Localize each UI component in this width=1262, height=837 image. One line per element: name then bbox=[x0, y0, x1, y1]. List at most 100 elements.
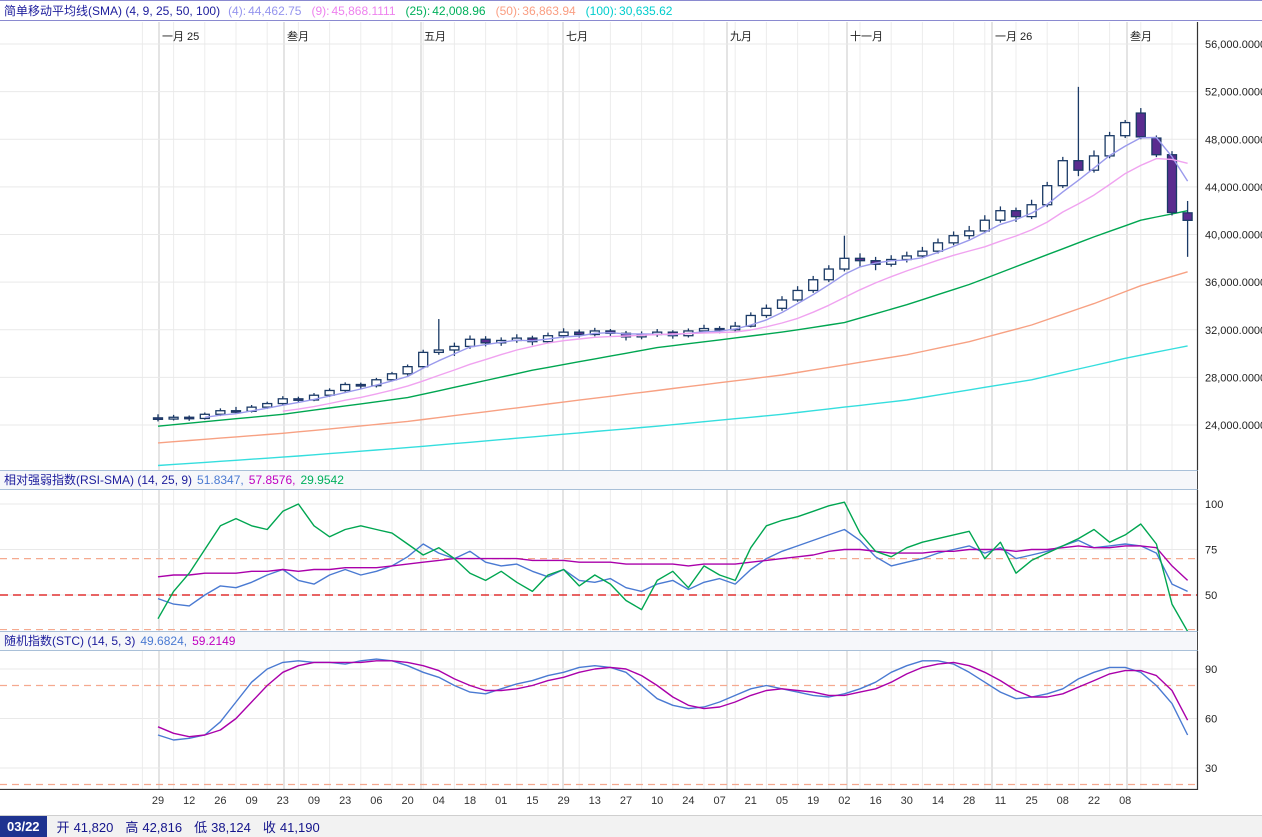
svg-text:13: 13 bbox=[589, 795, 601, 807]
rsi-title: 相对强弱指数(RSI-SMA) (14, 25, 9) bbox=[4, 473, 193, 487]
candle-body bbox=[917, 250, 928, 257]
candle-body bbox=[449, 345, 460, 351]
sma-4-line bbox=[204, 136, 1189, 418]
svg-text:叁月: 叁月 bbox=[287, 29, 309, 43]
svg-text:02: 02 bbox=[838, 795, 850, 807]
svg-text:24: 24 bbox=[682, 795, 694, 807]
svg-text:十一月: 十一月 bbox=[850, 29, 883, 43]
svg-text:21: 21 bbox=[745, 795, 757, 807]
sma4-readout: (4): 44,462.75 bbox=[228, 4, 302, 18]
status-bar: 03/22 开 41,820 高 42,816 低 38,124 收 41,190 bbox=[0, 815, 1262, 837]
candle-body bbox=[230, 410, 242, 413]
svg-text:七月: 七月 bbox=[566, 30, 588, 43]
svg-text:11: 11 bbox=[995, 795, 1006, 807]
svg-text:52,000.0000: 52,000.0000 bbox=[1205, 87, 1262, 99]
svg-text:44,000.0000: 44,000.0000 bbox=[1205, 182, 1262, 194]
y-axis-labels: 56,000.0000 52,000.0000 48,000.0000 44,000.… bbox=[1205, 39, 1262, 432]
svg-text:一月 26: 一月 26 bbox=[995, 31, 1032, 43]
svg-text:25: 25 bbox=[1025, 795, 1037, 807]
candle-body bbox=[854, 257, 866, 262]
svg-text:48,000.0000: 48,000.0000 bbox=[1205, 134, 1262, 146]
candle-body bbox=[168, 416, 179, 420]
candle-body bbox=[386, 373, 398, 381]
svg-text:100: 100 bbox=[1205, 499, 1223, 511]
svg-text:08: 08 bbox=[1119, 795, 1131, 807]
candle-body bbox=[1010, 210, 1022, 218]
candle-body bbox=[324, 389, 335, 396]
svg-text:09: 09 bbox=[308, 795, 320, 807]
candle-body bbox=[932, 242, 944, 252]
svg-text:23: 23 bbox=[277, 795, 289, 807]
svg-text:05: 05 bbox=[776, 795, 788, 807]
vertical-gridlines bbox=[141, 651, 1173, 790]
candle-body bbox=[1088, 155, 1100, 171]
candle-body bbox=[418, 351, 429, 368]
candle-body bbox=[433, 349, 444, 354]
candle-body bbox=[823, 268, 834, 281]
candle-body bbox=[1120, 121, 1131, 137]
sma-25-line bbox=[157, 210, 1188, 427]
horizontal-gridlines bbox=[0, 43, 1198, 426]
candle-body bbox=[698, 327, 710, 332]
rsi-14-line bbox=[157, 528, 1188, 607]
svg-text:一月 25: 一月 25 bbox=[162, 31, 199, 43]
candle-body bbox=[1166, 154, 1178, 214]
svg-text:26: 26 bbox=[214, 795, 226, 807]
candle-body bbox=[808, 279, 819, 292]
candle-body bbox=[184, 416, 195, 420]
svg-text:18: 18 bbox=[464, 795, 476, 807]
svg-text:14: 14 bbox=[932, 795, 944, 807]
candle-body bbox=[262, 402, 273, 408]
candle-body bbox=[293, 398, 304, 401]
svg-text:75: 75 bbox=[1205, 545, 1217, 557]
svg-text:五月: 五月 bbox=[424, 31, 446, 43]
svg-text:01: 01 bbox=[495, 795, 507, 807]
stc-title: 随机指数(STC) (14, 5, 3) bbox=[4, 634, 136, 648]
candle-body bbox=[1057, 160, 1068, 187]
svg-text:28,000.0000: 28,000.0000 bbox=[1205, 372, 1262, 384]
svg-text:56,000.0000: 56,000.0000 bbox=[1205, 39, 1262, 51]
svg-text:29: 29 bbox=[557, 795, 569, 807]
sma25-readout: (25): 42,008.96 bbox=[405, 4, 486, 18]
svg-text:24,000.0000: 24,000.0000 bbox=[1205, 420, 1262, 432]
y-axis-labels: 90 60 30 bbox=[1205, 664, 1217, 775]
svg-text:23: 23 bbox=[339, 795, 351, 807]
svg-text:20: 20 bbox=[401, 795, 413, 807]
stc-d-value: 59.2149 bbox=[192, 634, 236, 648]
stc-d-line bbox=[157, 660, 1189, 738]
candle-body bbox=[558, 331, 569, 337]
rsi-25-line bbox=[157, 545, 1189, 581]
stc-panel[interactable]: 90 60 30 bbox=[0, 651, 1262, 790]
candle-body bbox=[355, 383, 366, 387]
svg-text:10: 10 bbox=[651, 795, 663, 807]
svg-text:22: 22 bbox=[1088, 795, 1100, 807]
svg-text:36,000.0000: 36,000.0000 bbox=[1205, 277, 1262, 289]
svg-text:29: 29 bbox=[152, 795, 164, 807]
rsi9-value: 29.9542 bbox=[300, 473, 344, 487]
candle-body bbox=[215, 410, 226, 415]
candle-body bbox=[964, 230, 975, 237]
candle-body bbox=[464, 338, 476, 348]
sma100-readout: (100): 30,635.62 bbox=[585, 4, 673, 18]
rsi25-value: 57.8576 bbox=[248, 473, 293, 487]
candle-body bbox=[995, 210, 1006, 221]
rsi-panel[interactable]: 100 75 50 bbox=[0, 490, 1262, 631]
svg-text:06: 06 bbox=[370, 795, 382, 807]
candle-body bbox=[776, 299, 788, 309]
close-readout: 收 41,190 bbox=[262, 820, 320, 835]
svg-text:32,000.0000: 32,000.0000 bbox=[1205, 325, 1262, 337]
svg-text:19: 19 bbox=[807, 795, 819, 807]
sma9-readout: (9): 45,868.1111 bbox=[311, 4, 396, 18]
svg-text:30: 30 bbox=[1205, 763, 1217, 775]
candle-body bbox=[277, 398, 288, 405]
price-panel[interactable]: 一月 25 叁月 五月 七月 九月 十一月 一月 26 叁月 56,000.0000 52,000… bbox=[0, 22, 1262, 470]
high-readout: 高 42,816 bbox=[125, 820, 183, 835]
sma-indicator-header: 简单移动平均线(SMA) (4, 9, 25, 50, 100) (4): 44,4… bbox=[0, 0, 1262, 21]
candle-body bbox=[1073, 160, 1084, 171]
stc-indicator-header: 随机指数(STC) (14, 5, 3) 49.6824, 59.2149 bbox=[0, 631, 1198, 651]
svg-text:60: 60 bbox=[1205, 714, 1217, 726]
candle-body bbox=[1182, 212, 1193, 221]
candle-body bbox=[745, 314, 756, 327]
candle-body bbox=[480, 338, 491, 344]
